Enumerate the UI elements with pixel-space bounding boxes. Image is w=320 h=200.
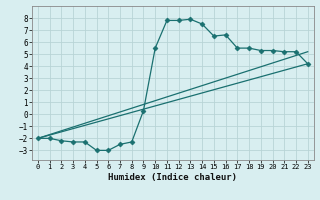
X-axis label: Humidex (Indice chaleur): Humidex (Indice chaleur) (108, 173, 237, 182)
